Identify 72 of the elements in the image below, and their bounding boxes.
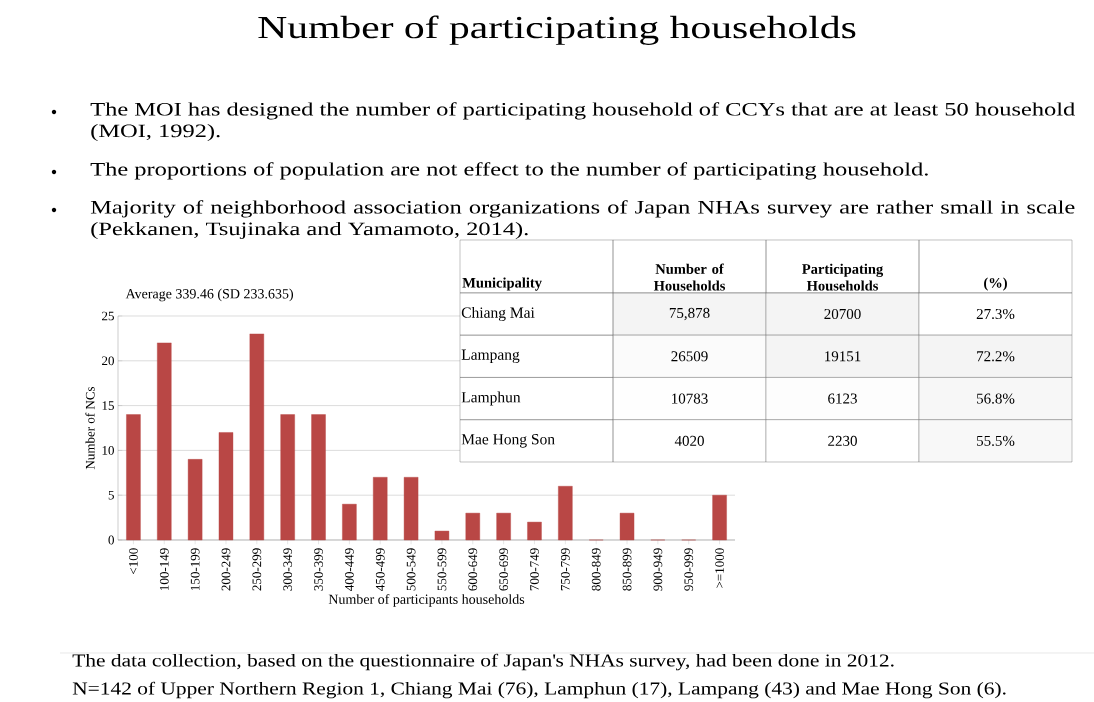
data-label: 2230 [828, 435, 857, 446]
y-tick-label: 15 [102, 401, 114, 410]
bar [434, 530, 450, 541]
text: The MOI has designed the number of participating household of CCYs that are at least 50 household (MOI, 1992). [90, 102, 1075, 142]
y-tick-label: 0 [108, 535, 114, 545]
x-tick-label: Participating Households [802, 263, 884, 291]
bar [558, 486, 573, 541]
y-axis-title: Number of NCs [85, 386, 95, 470]
y-tick-label: 20 [102, 356, 114, 366]
y-tick-label: 10 [102, 446, 114, 455]
bar [619, 512, 635, 541]
data-label: 19151 [825, 351, 861, 362]
data-label: 6123 [828, 393, 857, 404]
x-tick-label: 600-649 [468, 548, 478, 591]
y-tick-label: Lampang [461, 349, 520, 364]
y-tick-label: Mae Hong Son [461, 434, 555, 448]
bar [249, 333, 265, 541]
x-tick-label: 900-949 [653, 548, 663, 591]
x-tick-label: 750-799 [560, 548, 570, 591]
x-axis-title: Number of participants households [328, 593, 525, 607]
x-tick-label: 650-699 [499, 548, 509, 591]
data-label: 4020 [674, 435, 704, 446]
y-tick-label: 5 [108, 490, 114, 500]
text: N=142 of Upper Northern Region 1, Chiang Mai (76), Lamphun (17), Lampang (43) and Mae Hong Son (6). [72, 681, 1006, 699]
x-tick-label: 550-599 [437, 548, 447, 591]
x-tick-label: 100-149 [159, 548, 169, 590]
bar [126, 414, 141, 541]
data-label: 20700 [824, 308, 861, 320]
bar [403, 477, 419, 541]
bar [187, 459, 203, 541]
bar [373, 477, 388, 541]
y-tick-label: Lamphun [461, 391, 521, 406]
bar [342, 503, 357, 541]
x-tick-label: 500-549 [406, 548, 416, 591]
x-tick-label: 850-899 [622, 548, 632, 591]
bar [712, 495, 727, 541]
y-axis-title: Municipality [462, 277, 542, 291]
x-tick-label: 200-249 [221, 548, 231, 591]
x-tick-label: (%) [984, 277, 1007, 291]
data-label: 26509 [671, 351, 708, 362]
chart-title: Number of participating households [258, 15, 856, 45]
bar [527, 521, 542, 541]
x-tick-label: 700-749 [530, 548, 539, 591]
data-label: 55.5% [977, 435, 1015, 446]
data-label: 75,878 [669, 307, 710, 321]
data-label: 10783 [672, 393, 708, 404]
bar [157, 342, 172, 541]
data-label: 27.3% [976, 308, 1015, 320]
bar [280, 414, 295, 541]
data-label: 56.8% [977, 393, 1015, 404]
data-label: 72.2% [977, 351, 1015, 362]
bar [218, 432, 234, 541]
x-tick-label: 800-849 [591, 548, 601, 591]
x-tick-label: >=1000 [715, 548, 724, 588]
bar [311, 414, 326, 541]
y-tick-label: Chiang Mai [461, 306, 535, 322]
x-tick-label: Number of Households [653, 263, 726, 291]
chart-subtitle: Average 339.46 (SD 233.635) [125, 288, 294, 302]
x-tick-label: 450-499 [375, 548, 385, 591]
x-tick-label: 250-299 [252, 548, 262, 591]
text: The data collection, based on the questionnaire of Japan's NHAs survey, had been done in 2012. [72, 653, 894, 671]
text: The proportions of population are not effect to the number of participating household. [90, 162, 928, 180]
y-tick-label: 25 [102, 311, 114, 321]
x-tick-label: 150-199 [190, 548, 200, 590]
bar [465, 512, 480, 541]
x-tick-label: 300-349 [283, 548, 293, 591]
text: Majority of neighborhood association organizations of Japan NHAs survey are rather small in scale (Pekkanen, Tsujinaka and Yamamoto, 2014). [90, 200, 1075, 240]
x-tick-label: 400-449 [345, 548, 354, 591]
bar [496, 512, 511, 541]
x-tick-label: <100 [129, 548, 138, 574]
x-tick-label: 350-399 [314, 548, 323, 591]
x-tick-label: 950-999 [684, 548, 694, 591]
